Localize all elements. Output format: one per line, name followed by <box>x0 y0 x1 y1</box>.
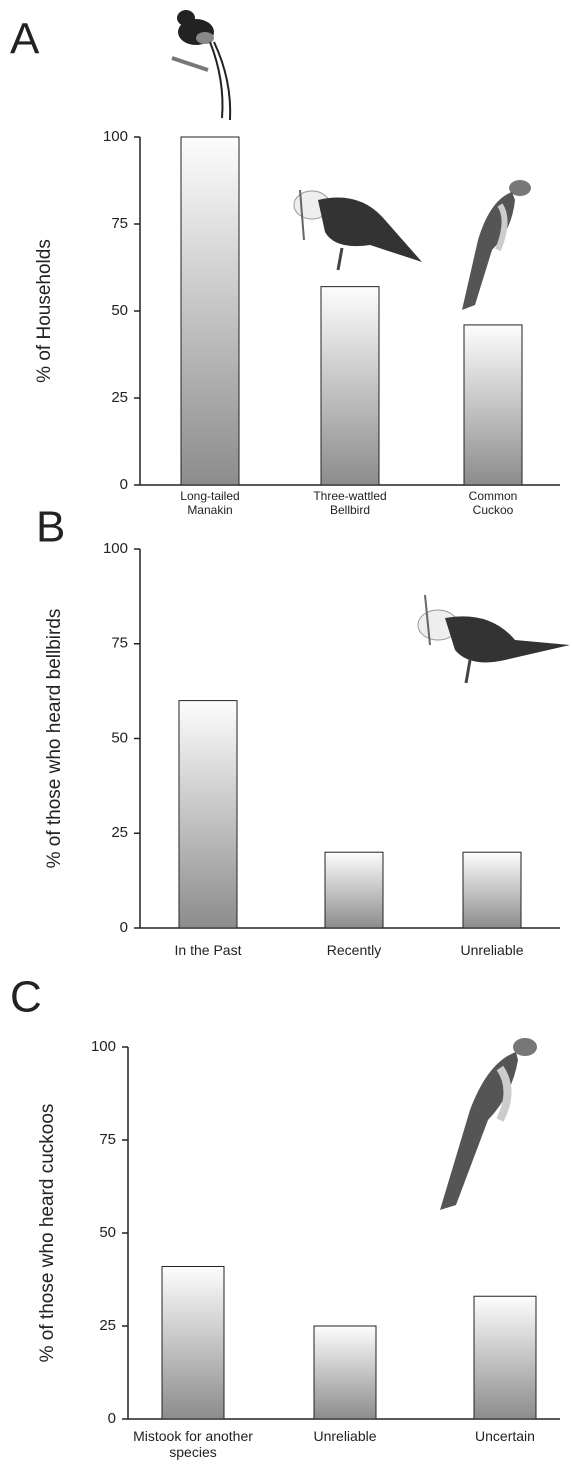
x-tick-label: Common Cuckoo <box>468 489 518 517</box>
y-axis-title: % of those who heard cuckoos <box>37 1104 58 1363</box>
panel-label: A <box>10 15 40 64</box>
y-tick-label: 25 <box>111 824 128 841</box>
y-tick-label: 25 <box>111 389 128 406</box>
bar <box>462 851 522 929</box>
x-tick-label: Unreliable <box>460 942 524 958</box>
y-axis-title: % of those who heard bellbirds <box>44 609 65 869</box>
bar <box>161 1265 225 1420</box>
x-tick-label: Recently <box>326 942 382 958</box>
bird-illustration <box>462 180 531 310</box>
y-tick-label: 0 <box>108 1410 116 1427</box>
bar <box>324 851 384 929</box>
y-tick-label: 50 <box>111 729 128 746</box>
bird-illustration <box>440 1038 537 1210</box>
y-tick-label: 50 <box>99 1224 116 1241</box>
bar <box>473 1295 537 1420</box>
panel-label: B <box>36 503 65 552</box>
x-tick-label: In the Past <box>174 942 242 958</box>
bar <box>178 700 238 929</box>
bird-illustration <box>171 10 232 121</box>
x-tick-label: Mistook for another species <box>133 1428 253 1461</box>
panel-label: C <box>10 973 42 1022</box>
y-tick-label: 100 <box>103 128 128 145</box>
bar <box>313 1325 377 1420</box>
x-tick-label: Uncertain <box>475 1428 535 1444</box>
y-tick-label: 50 <box>111 302 128 319</box>
bird-illustration <box>417 594 570 684</box>
bar <box>320 286 380 486</box>
x-tick-label: Long-tailed Manakin <box>180 489 240 517</box>
x-tick-label: Three-wattled Bellbird <box>313 489 387 517</box>
y-tick-label: 75 <box>99 1131 116 1148</box>
x-tick-label: Unreliable <box>313 1428 377 1444</box>
y-axis-title: % of Households <box>34 239 55 383</box>
y-tick-label: 100 <box>103 540 128 557</box>
y-tick-label: 75 <box>111 215 128 232</box>
bird-illustration <box>293 189 422 271</box>
y-tick-label: 75 <box>111 635 128 652</box>
y-tick-label: 25 <box>99 1317 116 1334</box>
y-tick-label: 0 <box>120 919 128 936</box>
bar <box>180 136 240 486</box>
bar <box>463 324 523 486</box>
y-tick-label: 100 <box>91 1038 116 1055</box>
y-tick-label: 0 <box>120 476 128 493</box>
